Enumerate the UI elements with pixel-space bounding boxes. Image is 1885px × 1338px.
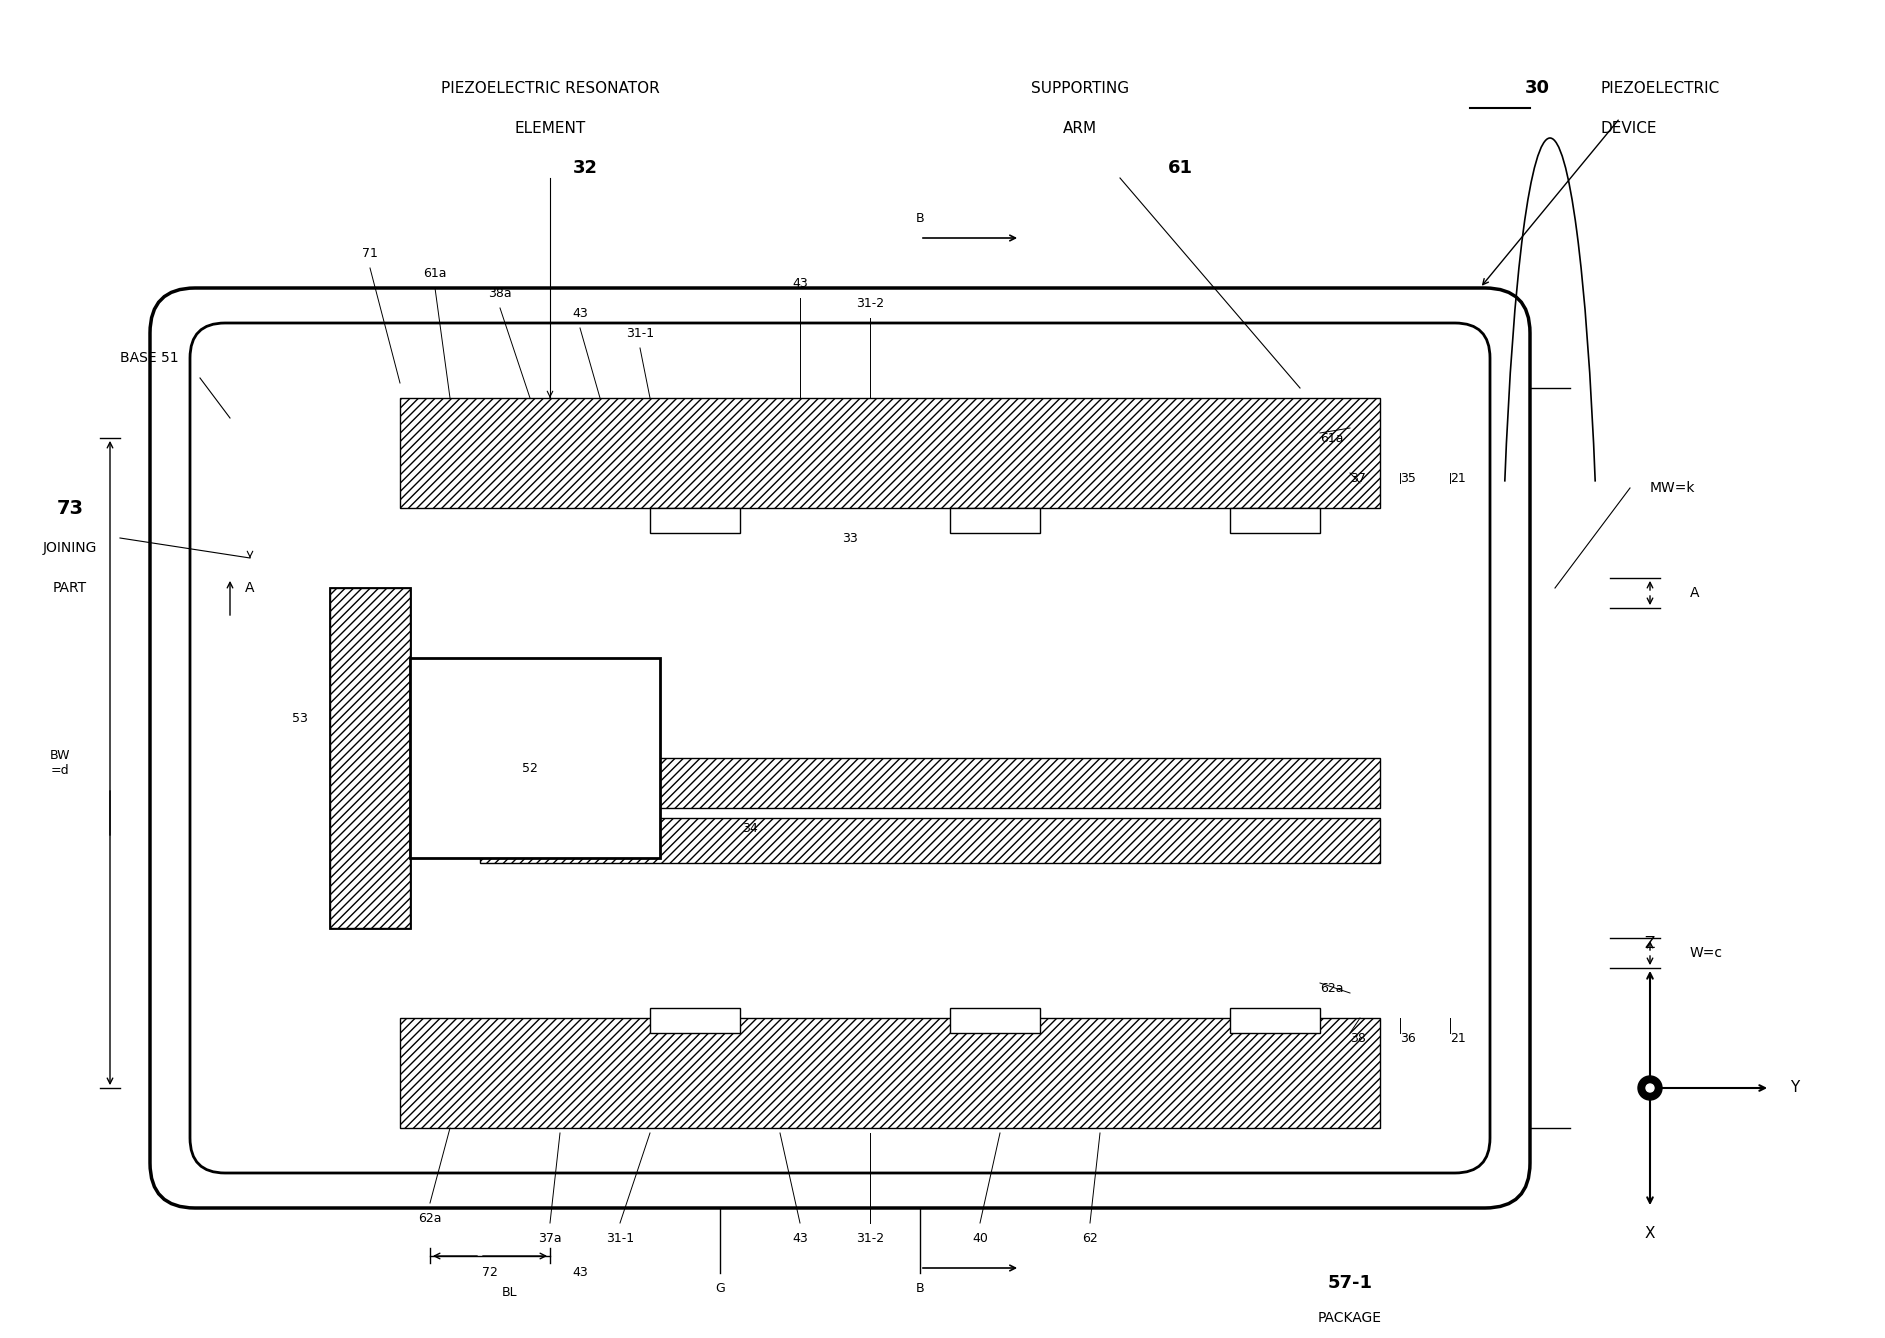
Text: ARM: ARM	[1063, 120, 1097, 135]
Text: 57-1: 57-1	[1327, 1274, 1372, 1293]
Text: PIEZOELECTRIC RESONATOR: PIEZOELECTRIC RESONATOR	[441, 80, 660, 95]
Text: 43: 43	[792, 1231, 809, 1244]
Text: PACKAGE: PACKAGE	[1318, 1311, 1382, 1325]
Text: JOINING: JOINING	[43, 541, 98, 555]
Text: DEVICE: DEVICE	[1600, 120, 1657, 135]
Text: 21: 21	[1450, 471, 1467, 484]
Text: 43: 43	[573, 1267, 588, 1279]
Text: 31-1: 31-1	[605, 1231, 633, 1244]
Text: B: B	[916, 1282, 924, 1294]
Text: Z: Z	[1646, 935, 1655, 950]
Text: X: X	[1646, 1226, 1655, 1240]
Bar	[950, 508, 1041, 533]
Text: 37a: 37a	[539, 1231, 562, 1244]
Text: PIEZOELECTRIC: PIEZOELECTRIC	[1600, 80, 1719, 95]
Text: ELEMENT: ELEMENT	[515, 120, 586, 135]
Bar	[481, 759, 1380, 808]
FancyBboxPatch shape	[151, 288, 1531, 1208]
Text: 62a: 62a	[418, 1211, 441, 1224]
Bar	[650, 508, 741, 533]
Text: 62: 62	[1082, 1231, 1097, 1244]
Bar	[650, 1008, 741, 1033]
Text: 21: 21	[1450, 1032, 1467, 1045]
Text: 31-2: 31-2	[856, 1231, 884, 1244]
Circle shape	[1646, 1084, 1653, 1092]
Text: 34: 34	[743, 822, 758, 835]
Text: 61a: 61a	[424, 266, 447, 280]
Text: 32: 32	[573, 159, 598, 177]
Text: 33: 33	[843, 531, 858, 545]
Bar	[950, 1008, 1041, 1033]
Text: 38a: 38a	[488, 286, 513, 300]
Text: 35: 35	[1401, 471, 1416, 484]
Text: 71: 71	[362, 246, 377, 260]
Text: 61a: 61a	[1320, 431, 1344, 444]
Bar	[330, 587, 411, 929]
Bar	[1231, 1008, 1319, 1033]
Text: G: G	[714, 1282, 726, 1294]
Text: BW
=d: BW =d	[49, 749, 70, 777]
Text: 73: 73	[57, 499, 83, 518]
Circle shape	[1638, 1076, 1663, 1100]
Text: 40: 40	[973, 1231, 988, 1244]
Text: 61: 61	[1167, 159, 1193, 177]
Text: 43: 43	[573, 306, 588, 320]
Bar	[330, 587, 411, 929]
Text: A: A	[1691, 586, 1700, 599]
Text: 43: 43	[792, 277, 809, 289]
Text: SUPPORTING: SUPPORTING	[1031, 80, 1129, 95]
Bar	[1231, 508, 1319, 533]
Bar	[400, 1018, 1380, 1128]
Text: PART: PART	[53, 581, 87, 595]
Text: 62a: 62a	[1320, 982, 1344, 994]
Text: 38: 38	[1350, 1032, 1367, 1045]
Bar	[411, 658, 660, 858]
Text: 31-2: 31-2	[856, 297, 884, 309]
Text: BASE 51: BASE 51	[121, 351, 179, 365]
Text: Y: Y	[1791, 1081, 1800, 1096]
Text: 52: 52	[522, 761, 537, 775]
Text: MW=k: MW=k	[1649, 480, 1695, 495]
Bar	[400, 397, 1380, 508]
Text: 53: 53	[292, 712, 307, 724]
Text: 37: 37	[1350, 471, 1367, 484]
Text: W=c: W=c	[1691, 946, 1723, 959]
Text: BL: BL	[501, 1287, 518, 1299]
Text: A: A	[245, 581, 254, 595]
Text: 36: 36	[1401, 1032, 1416, 1045]
Bar	[481, 818, 1380, 863]
Text: 31-1: 31-1	[626, 326, 654, 340]
Text: 30: 30	[1525, 79, 1549, 96]
Text: B: B	[916, 211, 924, 225]
Bar	[209, 379, 530, 1128]
Text: 72: 72	[483, 1267, 498, 1279]
FancyBboxPatch shape	[190, 322, 1489, 1173]
